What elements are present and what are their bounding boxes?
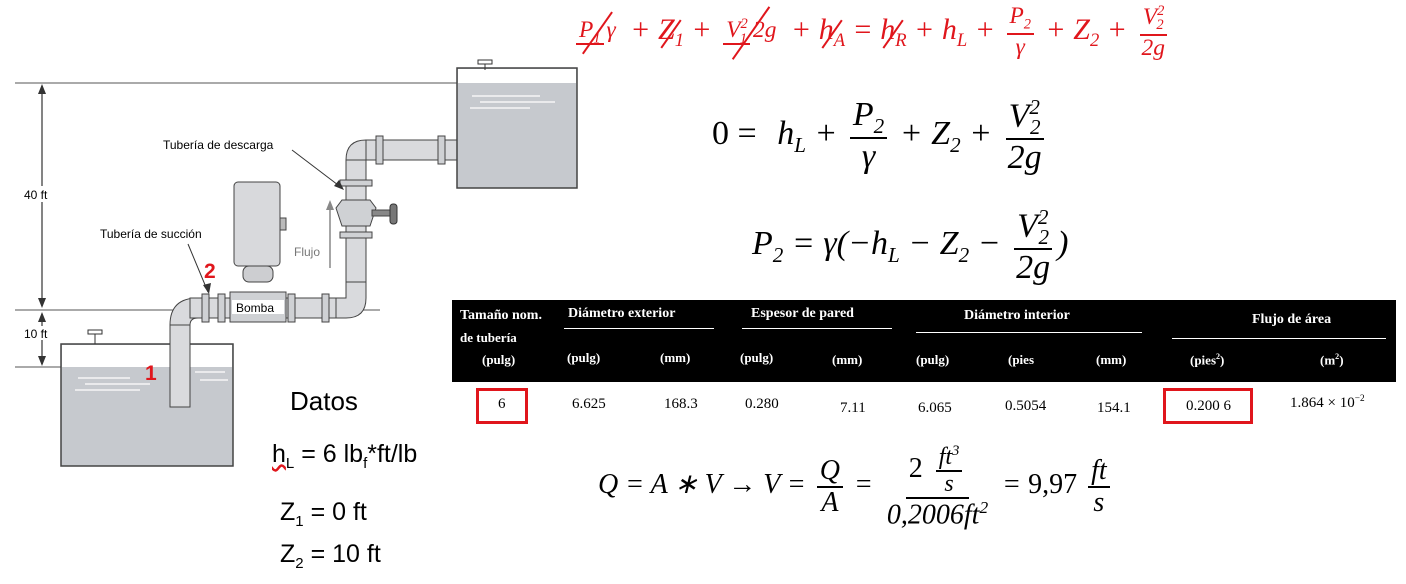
suction-pipe-vertical	[169, 324, 191, 408]
eq1-elevation-term-1: Z1	[658, 13, 684, 52]
th-inner-pulg: (pulg)	[916, 352, 950, 367]
td-outer-mm: 168.3	[664, 396, 698, 412]
td-nominal: 6	[498, 396, 506, 412]
eq1-pump-head: hA	[818, 13, 846, 52]
lower-tank-vent	[87, 329, 103, 335]
label-flow: Flujo	[294, 245, 320, 259]
td-inner-ft: 0.5054	[1005, 398, 1047, 414]
pipe-dimensions-table: Tamaño nom. de tubería (pulg) Diámetro e…	[452, 300, 1396, 432]
td-inner-mm: 154.1	[1097, 400, 1131, 416]
label-suction-pipe: Tubería de succión	[100, 227, 202, 241]
th-inner-mm: (mm)	[1096, 352, 1127, 367]
th-wall-mm: (mm)	[832, 352, 863, 367]
label-40ft: 40 ft	[24, 188, 48, 202]
valve-body	[335, 199, 377, 227]
th-area-ft2: (pies2)	[1190, 352, 1225, 368]
upper-tank-water-lines	[470, 95, 555, 109]
eq1-removed-head: hR	[880, 13, 907, 52]
dimension-arrow-down-2	[38, 356, 46, 366]
upper-tank-vent	[477, 59, 493, 65]
datos-hl: hL = 6 lbf*ft/lb	[272, 440, 418, 472]
td-area-ft2: 0.200 6	[1186, 398, 1231, 414]
th-area: Flujo de área	[1252, 312, 1332, 327]
eq1-loss-head: hL	[941, 13, 968, 52]
th-outer: Diámetro exterior	[568, 306, 676, 321]
label-10ft: 10 ft	[24, 327, 48, 341]
td-wall-mm: 7.11	[840, 400, 866, 416]
energy-equation: P1 γ + Z1 + V21 2g + hA = hR + hL + P2 γ + …	[572, 3, 1172, 61]
discharge-leader	[291, 149, 343, 189]
highlight-flow-area	[1163, 388, 1253, 424]
th-nominal-unit: (pulg)	[482, 352, 516, 367]
simplified-equation: 0 = hL + P2 γ + Z2 + V22 2g	[712, 95, 1044, 177]
datos-z1: Z1 = 0 ft	[280, 498, 367, 530]
th-outer-pulg: (pulg)	[567, 350, 601, 365]
point-1-label: 1	[145, 362, 157, 385]
lower-tank-water-lines	[75, 371, 228, 391]
label-discharge-pipe: Tubería de descarga	[163, 138, 274, 152]
td-outer-in: 6.625	[572, 396, 606, 412]
upper-tank-air	[458, 69, 576, 83]
point-2-label: 2	[204, 260, 216, 283]
eq1-elevation-term-2: Z2	[1073, 13, 1100, 52]
th-inner-pies: (pies	[1008, 352, 1034, 367]
upper-tank	[456, 67, 578, 189]
pumping-system-diagram: 40 ft 10 ft Bomba Tubería de desca	[15, 59, 578, 467]
eq1-velocity-term-2: V22 2g	[1139, 3, 1167, 61]
td-inner-in: 6.065	[918, 400, 952, 416]
th-nominal-2: de tubería	[460, 330, 517, 345]
discharge-elbow-lower	[335, 279, 367, 319]
th-wall-pulg: (pulg)	[740, 350, 774, 365]
td-wall-in: 0.280	[745, 396, 779, 412]
th-nominal: Tamaño nom.	[460, 308, 542, 323]
pump-label: Bomba	[236, 301, 274, 315]
datos-z2: Z2 = 10 ft	[280, 540, 381, 572]
eq1-pressure-term-2: P2 γ	[1006, 4, 1035, 59]
th-inner: Diámetro interior	[964, 308, 1070, 323]
valve-handwheel	[389, 203, 398, 225]
dimension-arrow-up	[38, 84, 46, 94]
eq1-pressure-term-1: P1 γ	[576, 17, 619, 47]
highlight-nominal-size	[476, 388, 528, 424]
table-row: 6 6.625 168.3 0.280 7.11 6.065 0.5054 15…	[452, 382, 1396, 432]
eq1-velocity-term-1: V21 2g	[723, 17, 779, 47]
pressure-equation: P2 = γ(−hL − Z2 − V22 2g)	[752, 205, 1069, 287]
dimension-arrow-up-2	[38, 312, 46, 322]
table-header: Tamaño nom. de tubería (pulg) Diámetro e…	[452, 300, 1396, 382]
dimension-arrow-down	[38, 298, 46, 308]
th-area-m2: (m2)	[1320, 352, 1344, 368]
valve-stem	[371, 209, 391, 217]
th-outer-mm: (mm)	[660, 350, 691, 365]
motor-body	[233, 181, 281, 267]
td-area-m2: 1.864 × 10−2	[1290, 394, 1365, 411]
th-wall: Espesor de pared	[751, 306, 854, 321]
suction-leader	[187, 243, 209, 293]
datos-title: Datos	[290, 386, 358, 416]
